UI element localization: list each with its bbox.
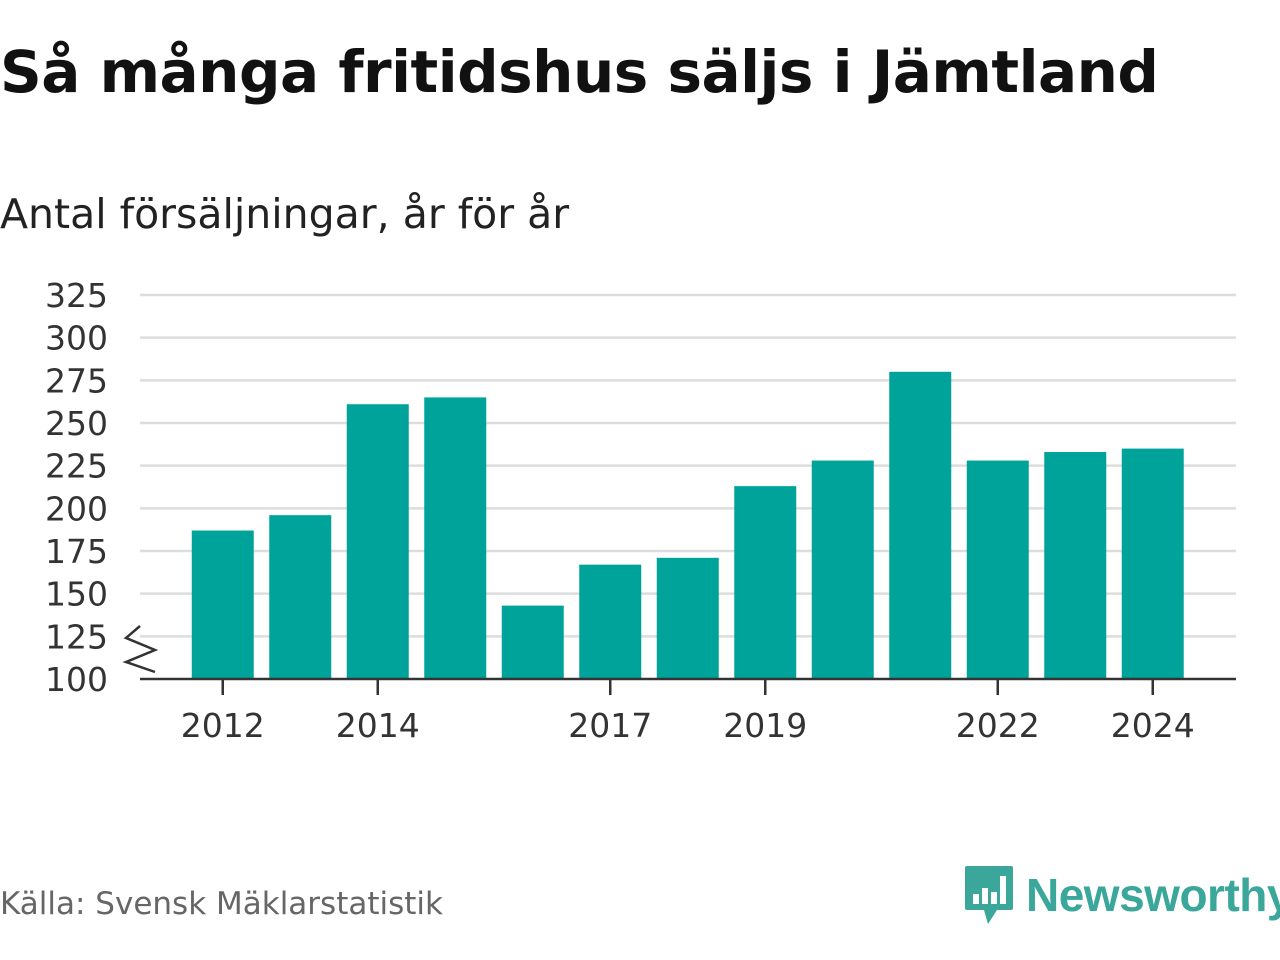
x-tick-label: 2014 [336,706,420,740]
axis-break-icon [122,625,159,674]
bars [191,371,1184,679]
bar-2012 [191,530,254,679]
x-tick-label: 2012 [181,706,265,740]
bar-2024 [1121,448,1184,679]
y-tick-label: 275 [45,361,108,400]
x-tick-label: 2019 [723,706,807,740]
y-tick-label: 200 [45,489,108,528]
y-tick-label: 250 [45,404,108,443]
bar-2019 [734,486,797,679]
chart-title: Så många fritidshus säljs i Jämtland [0,38,1159,106]
bar-2021 [889,371,952,679]
bar-2013 [269,515,332,679]
bar-2017 [579,564,642,679]
y-tick-label: 125 [45,617,108,656]
x-tick-label: 2017 [568,706,652,740]
newsworthy-bar-chart-icon [965,866,1013,924]
bar-2023 [1044,452,1107,679]
newsworthy-logo: Newsworthy [964,864,1280,926]
x-tick-label: 2024 [1111,706,1195,740]
logo-wordmark: Newsworthy [1026,869,1280,921]
x-tick-label: 2022 [956,706,1040,740]
bar-2016 [501,605,564,679]
axis-break-line [122,625,159,674]
chart-subtitle: Antal försäljningar, år för år [0,190,570,238]
bar-2020 [811,460,874,679]
y-tick-label: 100 [45,660,108,699]
bar-2014 [346,404,409,679]
source-note: Källa: Svensk Mäklarstatistik [0,886,443,922]
y-tick-label: 325 [45,276,108,315]
bar-2015 [424,397,487,679]
y-tick-label: 300 [45,319,108,358]
x-axis-ticks: 2012 2014 2017 2019 2022 2024 [181,679,1195,740]
bar-2018 [656,557,719,679]
y-tick-label: 225 [45,447,108,486]
y-tick-label: 150 [45,575,108,614]
y-tick-label: 175 [45,532,108,571]
bar-2022 [966,460,1029,679]
